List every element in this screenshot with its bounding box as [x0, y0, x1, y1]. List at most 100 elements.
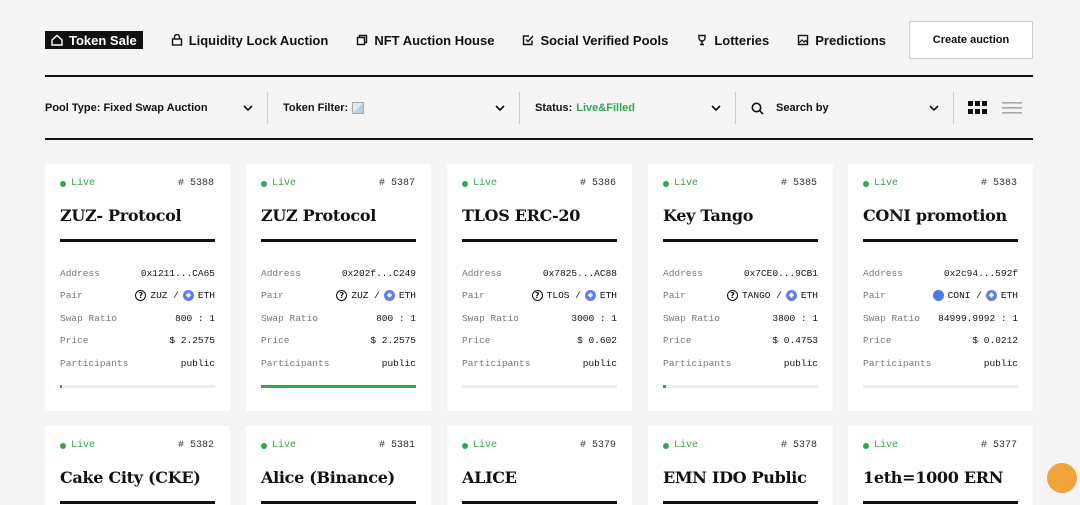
status-text: Live: [71, 440, 96, 451]
pool-number: # 5388: [177, 178, 214, 189]
pair-value: CONI / ◆ ETH: [929, 290, 1018, 301]
status-badge: Live: [663, 178, 698, 189]
pair-token: ZUZ: [150, 290, 168, 301]
divider: [60, 239, 215, 242]
address-value[interactable]: 0x202f...C249: [341, 268, 416, 279]
status-badge: Live: [261, 178, 296, 189]
pool-card[interactable]: Live # 5386 TLOS ERC-20 Address 0x7825...AC8…: [447, 164, 632, 411]
swap-ratio-row: Swap Ratio 800 : 1: [261, 313, 416, 324]
tab-lotteries[interactable]: Lotteries: [696, 30, 769, 50]
price-value: $ 0.602: [577, 335, 617, 346]
list-view-icon[interactable]: [1002, 101, 1022, 115]
pair-base: ETH: [599, 290, 617, 301]
status-text: Live: [674, 440, 699, 451]
participants-label: Participants: [60, 358, 129, 369]
address-row: Address 0x1211...CA65: [60, 268, 215, 279]
price-row: Price $ 0.0212: [863, 335, 1018, 346]
progress-fill: [60, 385, 63, 388]
pair-token: TANGO: [741, 290, 771, 301]
eth-icon: ◆: [182, 290, 194, 301]
tab-label: Lotteries: [714, 32, 770, 48]
tab-token-sale[interactable]: Token Sale: [45, 31, 143, 49]
pool-card[interactable]: Live # 5383 CONI promotion Address 0x2c94...…: [848, 164, 1033, 411]
address-label: Address: [261, 268, 301, 279]
tab-label: NFT Auction House: [374, 32, 495, 48]
address-value[interactable]: 0x7825...AC88: [542, 268, 617, 279]
address-value[interactable]: 0x2c94...592f: [943, 268, 1018, 279]
token-filter-dropdown[interactable]: Token Filter:: [268, 92, 519, 124]
divider: [45, 75, 1033, 77]
status-text: Live: [874, 178, 899, 189]
participants-row: Participants public: [663, 358, 818, 369]
status-badge: Live: [60, 178, 95, 189]
pool-card[interactable]: Live # 5379 ALICE: [447, 426, 632, 505]
pool-card[interactable]: Live # 5378 EMN IDO Public: [648, 426, 833, 505]
pool-title: CONI promotion: [863, 206, 1007, 225]
status-text: Live: [272, 178, 297, 189]
pool-type-dropdown[interactable]: Pool Type: Fixed Swap Auction: [45, 92, 267, 124]
address-label: Address: [462, 268, 502, 279]
tab-social-verified-pools[interactable]: Social Verified Pools: [522, 30, 668, 50]
search-by-dropdown[interactable]: Search by: [736, 92, 953, 124]
live-dot-icon: [462, 180, 468, 187]
tab-nft-auction-house[interactable]: NFT Auction House: [356, 30, 494, 50]
pair-label: Pair: [60, 290, 83, 301]
status-text: Live: [473, 178, 498, 189]
swap-ratio-label: Swap Ratio: [462, 313, 520, 324]
pool-card[interactable]: Live # 5388 ZUZ- Protocol Address 0x1211...C…: [45, 164, 230, 411]
live-dot-icon: [261, 442, 267, 449]
divider: [261, 239, 416, 242]
pool-card[interactable]: Live # 5385 Key Tango Address 0x7CE0...9CB1 P…: [648, 164, 833, 411]
create-auction-button[interactable]: Create auction: [909, 21, 1033, 59]
swap-ratio-value: 800 : 1: [376, 313, 416, 324]
status-badge: Live: [261, 440, 296, 451]
price-row: Price $ 2.2575: [261, 335, 416, 346]
status-text: Live: [473, 440, 498, 451]
status-value: Live&Filled: [576, 102, 635, 114]
pool-number: # 5382: [177, 440, 214, 451]
pool-card[interactable]: Live # 5382 Cake City (CKE): [45, 426, 230, 505]
divider: [462, 501, 617, 504]
address-value[interactable]: 0x7CE0...9CB1: [743, 268, 818, 279]
check-square-icon: [523, 35, 534, 46]
swap-ratio-value: 800 : 1: [175, 313, 215, 324]
participants-row: Participants public: [261, 358, 416, 369]
swap-ratio-value: 3000 : 1: [571, 313, 617, 324]
trophy-icon: [698, 34, 707, 46]
view-toggle: [968, 101, 1022, 115]
tab-liquidity-lock-auction[interactable]: Liquidity Lock Auction: [171, 30, 328, 50]
image-icon: [798, 34, 809, 46]
divider: [45, 138, 1033, 140]
pool-title: Key Tango: [663, 206, 754, 225]
participants-value: public: [381, 358, 416, 369]
pair-base: ETH: [800, 290, 818, 301]
swap-ratio-row: Swap Ratio 3800 : 1: [663, 313, 818, 324]
pool-number: # 5379: [579, 440, 616, 451]
address-row: Address 0x7CE0...9CB1: [663, 268, 818, 279]
pool-card[interactable]: Live # 5387 ZUZ Protocol Address 0x202f...C2…: [246, 164, 431, 411]
status-dropdown[interactable]: Status: Live&Filled: [520, 92, 735, 124]
tab-predictions[interactable]: Predictions: [797, 30, 886, 50]
progress-fill: [663, 385, 667, 388]
nft-icon: [357, 34, 368, 46]
chevron-down-icon: [711, 105, 721, 112]
divider: [735, 92, 736, 124]
pool-card[interactable]: Live # 5381 Alice (Binance): [246, 426, 431, 505]
live-dot-icon: [863, 442, 869, 449]
pair-base: ETH: [398, 290, 416, 301]
pool-number: # 5387: [378, 178, 415, 189]
price-label: Price: [462, 335, 491, 346]
swap-ratio-row: Swap Ratio 800 : 1: [60, 313, 215, 324]
pool-number: # 5378: [780, 440, 817, 451]
pool-card[interactable]: Live # 5377 1eth=1000 ERN: [848, 426, 1033, 505]
help-bubble-button[interactable]: [1047, 463, 1077, 493]
address-label: Address: [60, 268, 100, 279]
token-image-icon: [352, 102, 365, 114]
grid-view-icon[interactable]: [968, 101, 988, 115]
address-value[interactable]: 0x1211...CA65: [140, 268, 215, 279]
pair-token: ZUZ: [351, 290, 369, 301]
participants-row: Participants public: [863, 358, 1018, 369]
pool-title: ZUZ- Protocol: [60, 206, 182, 225]
pool-title: Alice (Binance): [261, 468, 395, 487]
divider: [519, 92, 520, 124]
